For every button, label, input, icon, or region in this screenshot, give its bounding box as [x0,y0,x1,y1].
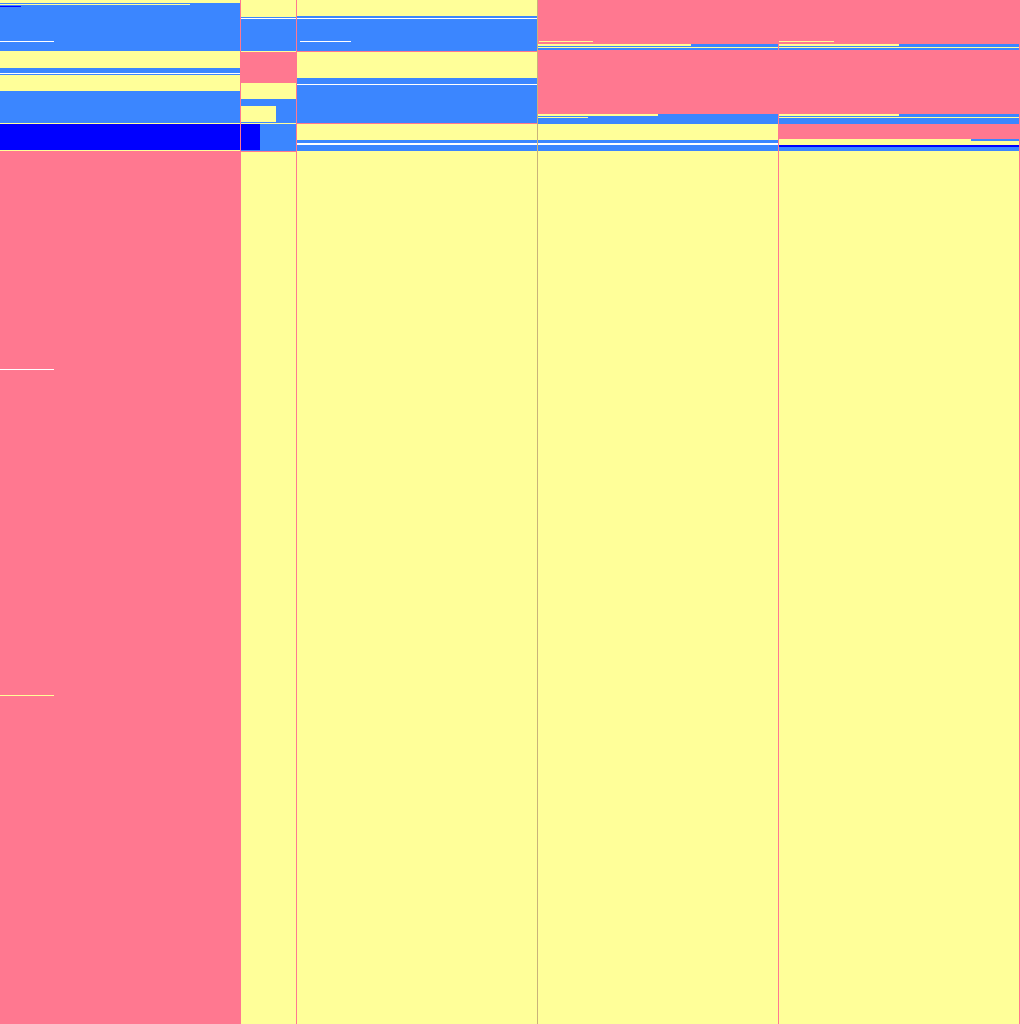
sidebar-item-2[interactable] [0,75,240,91]
col1-item[interactable] [297,52,537,78]
sidebar-divider [0,68,240,75]
sidebar-content-line-2 [0,695,54,696]
col3-block-line [779,114,899,116]
sidebar-header [0,3,240,51]
narrow-row-border [241,151,296,152]
column-border [537,0,538,1024]
col1-header [297,16,537,51]
col1-section [297,78,537,123]
col2-header-line-2 [538,47,778,48]
col1-row-line [297,143,537,145]
col2-block-line [538,114,658,116]
sidebar-item-1[interactable] [0,52,240,68]
narrow-selected-accent[interactable] [241,124,260,150]
col1-header-line [297,18,537,19]
sidebar-section [0,91,240,123]
col2-row-lines [538,140,778,151]
narrow-header-line [241,18,296,19]
col3-header-text [779,41,834,42]
col2-body [538,152,778,1024]
narrow-top [241,0,296,16]
col3-body [779,152,1019,1024]
sidebar-border [240,0,241,1024]
col2-row[interactable] [538,124,778,140]
col1-row[interactable] [297,124,537,140]
col1-row-lines [297,140,537,151]
col3-block [779,50,1019,114]
sidebar-top-strip [0,0,240,3]
col1-header-border [297,51,537,52]
col2-header [538,0,778,44]
column-border [778,0,779,1024]
col2-header-line [538,44,691,46]
col3-block-line-2 [779,117,1019,118]
narrow-block [241,52,296,83]
column-border [296,0,297,1024]
col1-body [297,152,537,1024]
col3-row-bar-2 [779,147,1019,151]
narrow-button[interactable] [241,106,276,122]
col1-top [297,0,537,16]
col3-block-bar [779,114,1019,124]
col2-block-line-2 [538,117,588,118]
sidebar-selected-item[interactable] [0,124,240,150]
col2-block-bar [538,114,778,124]
col3-header-line-2 [779,47,1019,48]
col3-row[interactable] [779,124,1019,139]
col2-row-line [538,143,778,145]
col1-section-line [297,84,537,85]
col3-row-bar [971,139,1019,141]
sidebar-header-accent [0,6,21,7]
col1-header-text [300,41,351,42]
sidebar-content-line-1 [0,369,54,370]
col2-header-text [539,41,593,42]
sidebar-header-text [0,41,54,42]
narrow-item[interactable] [241,83,296,99]
col2-block [538,50,778,114]
sidebar-header-line [0,4,190,5]
col3-row-accent [779,145,1019,147]
sidebar-divider-line [0,73,240,74]
col3-header [779,0,1019,44]
col1-section-border [297,123,537,124]
narrow-header [241,17,296,51]
col3-header-line [779,44,899,46]
sidebar-content [0,151,240,1024]
